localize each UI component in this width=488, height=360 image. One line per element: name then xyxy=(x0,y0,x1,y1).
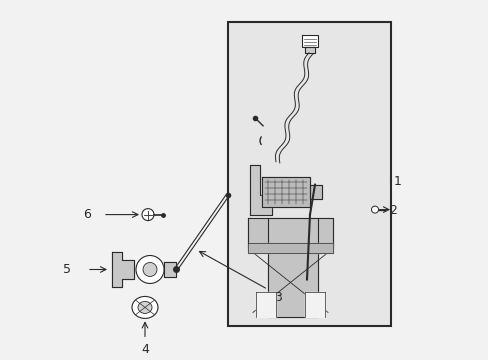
Polygon shape xyxy=(305,292,325,318)
Circle shape xyxy=(142,208,154,221)
Circle shape xyxy=(142,262,157,276)
Polygon shape xyxy=(302,35,317,47)
Bar xyxy=(227,22,390,327)
Polygon shape xyxy=(249,165,271,215)
Polygon shape xyxy=(112,252,134,287)
Ellipse shape xyxy=(132,296,158,318)
Polygon shape xyxy=(163,261,176,278)
Polygon shape xyxy=(262,177,309,207)
Polygon shape xyxy=(256,292,275,318)
Polygon shape xyxy=(247,217,332,318)
Text: 2: 2 xyxy=(388,204,396,217)
Text: 1: 1 xyxy=(393,175,401,188)
Ellipse shape xyxy=(138,301,152,314)
Polygon shape xyxy=(305,47,314,53)
Polygon shape xyxy=(309,185,321,199)
Text: 6: 6 xyxy=(83,208,91,221)
Text: 4: 4 xyxy=(141,343,149,356)
Text: 5: 5 xyxy=(63,263,71,276)
Polygon shape xyxy=(247,243,332,252)
Circle shape xyxy=(136,256,163,283)
Circle shape xyxy=(371,206,378,213)
Text: 3: 3 xyxy=(273,291,281,304)
